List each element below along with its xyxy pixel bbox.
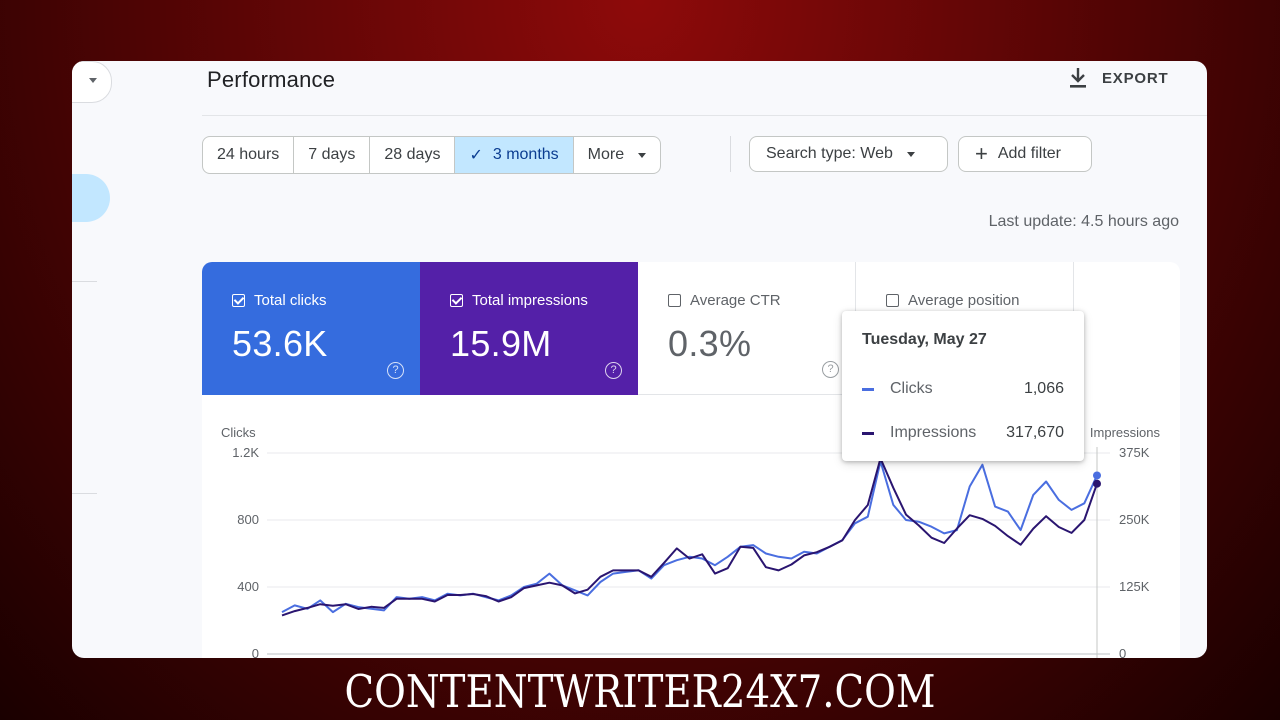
metric-value: 53.6K <box>232 323 328 364</box>
check-icon: ✓ <box>469 147 483 164</box>
metric-card-total-impressions[interactable]: Total impressions 15.9M ? <box>420 262 638 395</box>
date-range-label: 3 months <box>492 146 559 163</box>
export-button[interactable]: EXPORT <box>1068 65 1168 91</box>
help-icon[interactable]: ? <box>387 362 404 379</box>
download-icon <box>1070 68 1086 88</box>
search-console-panel: Performance EXPORT 24 hours 7 days 28 da… <box>72 61 1207 658</box>
right-tick-label: 250K <box>1119 512 1150 527</box>
date-range-7-days[interactable]: 7 days <box>294 137 371 173</box>
left-tick-label: 0 <box>252 646 259 658</box>
search-type-label: Search type: Web <box>766 145 893 162</box>
chevron-down-icon <box>638 152 647 158</box>
filter-separator <box>730 136 731 172</box>
checkbox-checked-icon[interactable] <box>450 294 463 307</box>
left-axis-label: Clicks <box>221 425 256 440</box>
help-icon[interactable]: ? <box>822 361 839 378</box>
right-tick-label: 0 <box>1119 646 1126 658</box>
sidebar-divider <box>72 281 97 282</box>
tooltip-series-value: 1,066 <box>1023 380 1064 397</box>
sidebar-divider <box>72 493 97 494</box>
tooltip-series-value: 317,670 <box>1006 424 1064 441</box>
metric-value: 15.9M <box>450 323 552 364</box>
export-label: EXPORT <box>1102 69 1169 87</box>
plus-icon: + <box>975 141 988 166</box>
metric-label: Total clicks <box>254 292 327 309</box>
metric-label: Total impressions <box>472 292 588 309</box>
hover-point-clicks <box>1093 471 1101 480</box>
performance-line-chart[interactable]: Clicks Impressions 1.2K 375K 800 250K 400 125… <box>202 395 1180 658</box>
sidebar-item-performance[interactable] <box>72 174 110 222</box>
date-range-3-months[interactable]: ✓ 3 months <box>455 137 574 173</box>
tooltip-series-name: Clicks <box>890 380 933 397</box>
page-title: Performance <box>207 67 336 92</box>
property-selector[interactable] <box>72 61 112 103</box>
metric-label: Average CTR <box>690 292 781 309</box>
date-range-24-hours[interactable]: 24 hours <box>203 137 295 173</box>
checkbox-unchecked-icon[interactable] <box>668 294 681 307</box>
metric-value: 0.3% <box>668 323 752 364</box>
right-axis-label: Impressions <box>1090 425 1161 440</box>
left-tick-label: 400 <box>237 579 259 594</box>
add-filter-button[interactable]: + Add filter <box>958 136 1092 172</box>
checkbox-unchecked-icon[interactable] <box>886 294 899 307</box>
date-range-selector: 24 hours 7 days 28 days ✓ 3 months More <box>202 136 662 174</box>
help-icon[interactable]: ? <box>605 362 622 379</box>
metric-label: Average position <box>908 292 1020 309</box>
date-range-label: 24 hours <box>217 146 280 163</box>
right-tick-label: 125K <box>1119 579 1150 594</box>
chevron-down-icon <box>906 151 915 157</box>
left-tick-label: 800 <box>237 512 259 527</box>
right-tick-label: 375K <box>1119 445 1150 460</box>
hover-point-impressions <box>1093 479 1101 488</box>
metric-card-average-ctr[interactable]: Average CTR 0.3% ? <box>638 262 856 395</box>
tooltip-row-impressions: Impressions 317,670 <box>862 411 1064 455</box>
last-update-text: Last update: 4.5 hours ago <box>988 213 1179 230</box>
legend-swatch-clicks <box>862 387 874 391</box>
date-range-label: More <box>587 146 625 163</box>
series-line-clicks[interactable] <box>281 460 1098 614</box>
header-divider <box>202 115 1207 116</box>
add-filter-label: Add filter <box>997 145 1061 162</box>
checkbox-checked-icon[interactable] <box>232 294 245 307</box>
tooltip-row-clicks: Clicks 1,066 <box>862 367 1064 411</box>
date-range-label: 28 days <box>384 146 441 163</box>
tooltip-date: Tuesday, May 27 <box>862 331 987 348</box>
series-line-impressions[interactable] <box>281 457 1098 617</box>
watermark-text: CONTENTWRITER24X7.COM <box>344 665 936 718</box>
chevron-down-icon <box>89 78 97 83</box>
metric-card-total-clicks[interactable]: Total clicks 53.6K ? <box>202 262 420 395</box>
date-range-label: 7 days <box>308 146 356 163</box>
tooltip-series-name: Impressions <box>890 424 977 441</box>
search-type-dropdown[interactable]: Search type: Web <box>749 136 948 172</box>
legend-swatch-impressions <box>862 431 874 435</box>
date-range-more[interactable]: More <box>574 137 660 173</box>
date-range-28-days[interactable]: 28 days <box>370 137 456 173</box>
chart-tooltip: Tuesday, May 27 Clicks 1,066 Impressions… <box>842 311 1084 461</box>
left-tick-label: 1.2K <box>232 445 259 460</box>
